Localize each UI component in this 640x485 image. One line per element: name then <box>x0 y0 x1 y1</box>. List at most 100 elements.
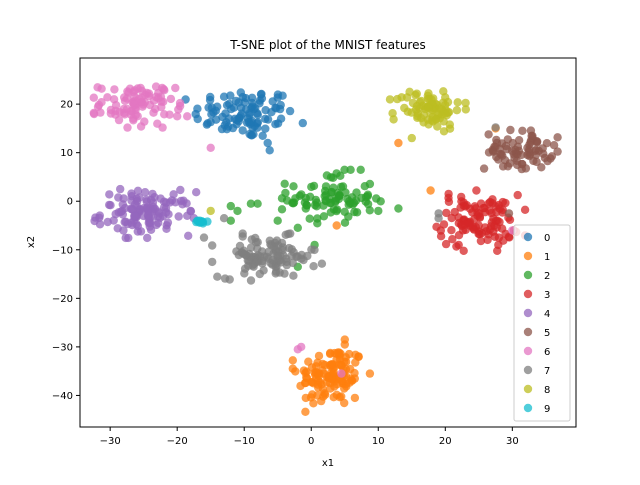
data-point <box>288 198 297 208</box>
data-point <box>485 206 494 215</box>
plot-frame <box>79 57 577 428</box>
data-point <box>507 146 517 156</box>
y-tick-label: −30 <box>52 342 73 353</box>
data-point <box>103 93 112 102</box>
data-point <box>199 233 209 242</box>
data-point <box>309 399 318 408</box>
data-point <box>439 220 449 229</box>
data-point <box>498 151 507 160</box>
data-point <box>528 131 537 140</box>
data-point <box>119 108 129 118</box>
data-point <box>279 251 288 260</box>
data-point <box>340 165 349 174</box>
data-point <box>149 202 158 212</box>
y-axis-ticks: −40 −30 −20 −10 0 10 20 <box>52 100 80 402</box>
data-point <box>517 150 526 160</box>
data-point <box>136 227 146 236</box>
data-point <box>128 220 137 230</box>
data-point <box>413 111 422 121</box>
data-point <box>448 235 457 244</box>
data-point <box>154 94 163 103</box>
data-point <box>246 199 256 208</box>
data-point <box>258 131 267 140</box>
data-point <box>171 83 180 93</box>
data-point <box>298 118 307 128</box>
series-4 <box>90 184 201 243</box>
data-point <box>307 182 316 192</box>
data-point <box>325 378 335 388</box>
data-point <box>553 147 562 156</box>
data-point <box>347 376 356 385</box>
data-point <box>314 383 323 392</box>
data-point <box>253 199 262 208</box>
data-point <box>319 212 329 221</box>
data-point <box>114 208 123 217</box>
data-point <box>472 186 481 195</box>
data-point <box>140 188 150 197</box>
legend-label: 9 <box>544 404 550 415</box>
data-point <box>145 222 154 231</box>
data-point <box>491 123 500 132</box>
data-point <box>106 201 115 210</box>
data-point <box>441 100 450 110</box>
data-point <box>394 204 403 213</box>
data-point <box>248 102 257 111</box>
data-point <box>130 86 139 95</box>
data-point <box>225 275 234 284</box>
data-point <box>340 398 349 408</box>
data-point <box>457 221 466 230</box>
data-point <box>537 163 546 172</box>
data-point <box>241 94 251 103</box>
data-point <box>146 195 156 205</box>
data-point <box>351 358 360 367</box>
data-point <box>89 108 99 118</box>
data-point <box>495 204 504 213</box>
data-point <box>427 95 436 104</box>
legend-marker <box>523 346 533 356</box>
data-point <box>549 141 559 150</box>
data-point <box>330 348 339 358</box>
data-point <box>246 276 256 285</box>
legend: 0 1 2 3 4 5 6 7 8 9 <box>513 224 571 422</box>
data-point <box>313 391 322 400</box>
data-point <box>365 206 374 215</box>
data-point <box>313 214 322 223</box>
data-point <box>309 262 318 271</box>
series-3 <box>432 186 530 255</box>
x-tick-label: −10 <box>234 436 255 447</box>
data-point <box>314 376 323 385</box>
y-tick-label: −20 <box>52 294 73 305</box>
series-6 <box>89 82 517 378</box>
data-point <box>333 188 342 198</box>
data-point <box>161 208 171 217</box>
data-point <box>206 206 215 216</box>
data-point <box>275 104 285 114</box>
legend-marker <box>523 384 533 394</box>
data-point <box>280 269 289 278</box>
x-axis-ticks: −30 −20 −10 0 10 20 30 <box>100 427 519 447</box>
data-point <box>255 269 264 279</box>
data-point <box>352 188 361 197</box>
data-point <box>152 220 161 230</box>
data-point <box>452 106 462 115</box>
data-point <box>444 197 454 206</box>
data-point <box>301 407 310 416</box>
series-8 <box>206 87 470 216</box>
data-point <box>116 184 125 194</box>
data-point <box>273 216 282 225</box>
data-point <box>327 360 336 369</box>
data-point <box>503 135 512 144</box>
data-point <box>140 117 149 126</box>
data-point <box>166 94 176 104</box>
data-point <box>461 105 470 114</box>
y-axis-label: x2 <box>26 236 37 248</box>
data-point <box>157 102 166 112</box>
chart-title: T-SNE plot of the MNIST features <box>229 38 425 52</box>
y-tick-label: 0 <box>67 197 73 208</box>
data-point <box>454 213 463 222</box>
data-point <box>97 98 106 107</box>
data-point <box>280 179 289 188</box>
data-point <box>176 185 185 195</box>
data-point <box>226 216 235 225</box>
